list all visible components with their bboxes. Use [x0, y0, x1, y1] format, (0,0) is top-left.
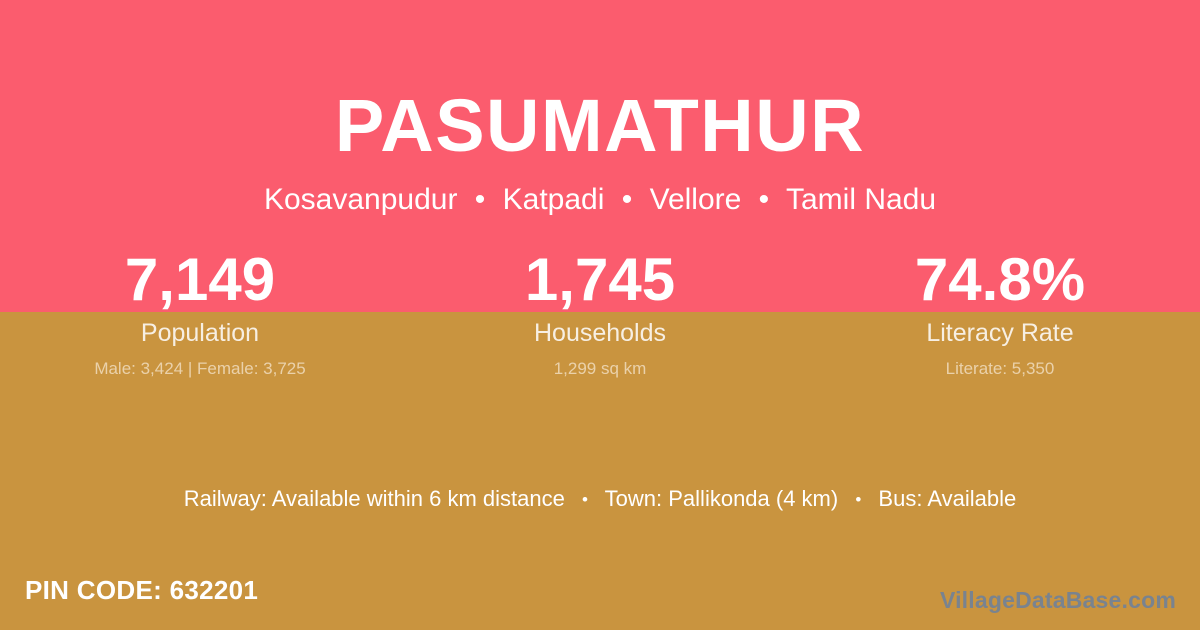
stat-households: 1,745 Households 1,299 sq km — [400, 247, 800, 379]
breadcrumb-separator-1: • — [621, 183, 633, 216]
stat-value: 74.8% — [914, 246, 1086, 313]
breadcrumb: Kosavanpudur • Katpadi • Vellore • Tamil… — [0, 182, 1200, 218]
stat-subtext: Literate: 5,350 — [945, 359, 1055, 378]
infrastructure-line: Railway: Available within 6 km distance … — [0, 485, 1200, 514]
infrastructure-item-railway: Railway: Available within 6 km distance — [183, 486, 565, 511]
site-watermark: VillageDataBase.com — [939, 587, 1176, 613]
breadcrumb-item-0: Kosavanpudur — [263, 183, 458, 216]
stats-row: 7,149 Population Male: 3,424 | Female: 3… — [0, 247, 1200, 379]
stat-value: 1,745 — [524, 246, 676, 313]
stat-value: 7,149 — [124, 246, 276, 313]
pin-code: PIN CODE: 632201 — [25, 575, 259, 605]
stat-subtext: 1,299 sq km — [553, 359, 647, 378]
stat-label: Households — [533, 319, 667, 347]
stat-subtext: Male: 3,424 | Female: 3,725 — [94, 359, 306, 378]
infrastructure-item-town: Town: Pallikonda (4 km) — [604, 486, 839, 511]
page-title: PASUMATHUR — [334, 84, 866, 167]
breadcrumb-separator-0: • — [474, 183, 486, 216]
breadcrumb-item-2: Vellore — [649, 183, 742, 216]
stat-label: Literacy Rate — [926, 319, 1074, 347]
infrastructure-separator-1: • — [855, 490, 862, 510]
top-color-band — [0, 0, 1200, 312]
bottom-color-band — [0, 312, 1200, 630]
infrastructure-separator-0: • — [582, 490, 588, 510]
breadcrumb-separator-2: • — [758, 183, 770, 216]
breadcrumb-item-3: Tamil Nadu — [785, 183, 937, 216]
stat-literacy-rate: 74.8% Literacy Rate Literate: 5,350 — [800, 247, 1200, 379]
stat-label: Population — [140, 319, 260, 347]
stat-population: 7,149 Population Male: 3,424 | Female: 3… — [0, 247, 400, 379]
breadcrumb-item-1: Katpadi — [502, 183, 605, 216]
infrastructure-item-bus: Bus: Available — [878, 486, 1017, 511]
